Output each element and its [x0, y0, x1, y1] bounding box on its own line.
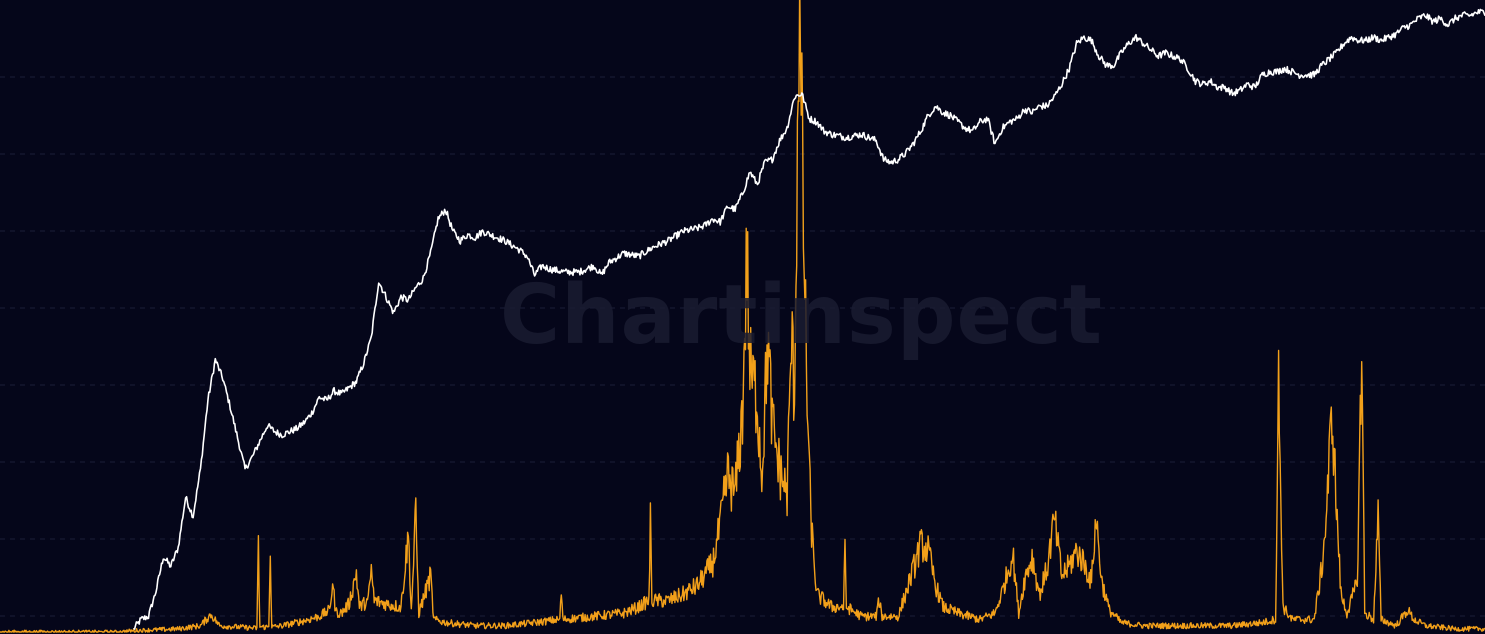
price-series-line — [133, 8, 1485, 630]
price-layer — [133, 8, 1485, 630]
grid-layer — [0, 76, 1485, 617]
